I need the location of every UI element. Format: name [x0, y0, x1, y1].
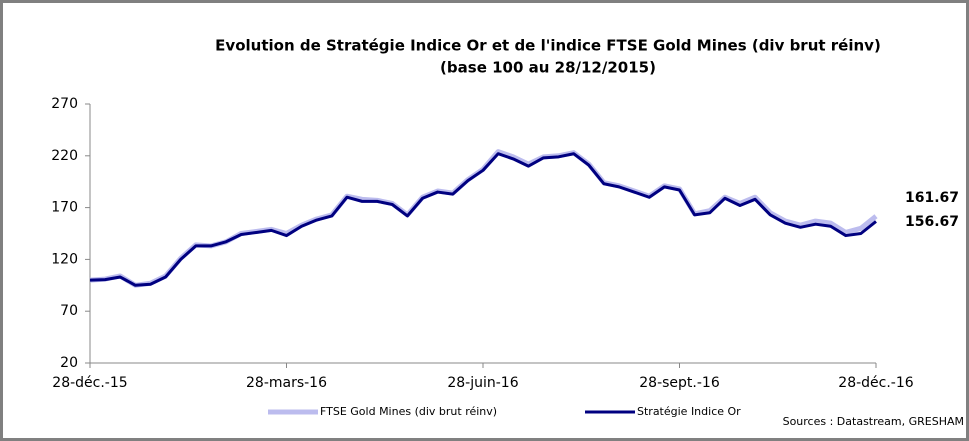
y-tick-label: 220 [51, 148, 78, 164]
series-line [89, 152, 877, 287]
x-tick-label: 28-mars-16 [246, 375, 327, 391]
chart-title: Evolution de Stratégie Indice Or et de l… [215, 37, 881, 55]
y-tick-label: 20 [60, 355, 78, 371]
chart-subtitle: (base 100 au 28/12/2015) [440, 59, 656, 77]
legend-label: FTSE Gold Mines (div brut réinv) [320, 405, 497, 418]
y-tick-label: 70 [60, 303, 78, 319]
x-tick-label: 28-juin-16 [447, 375, 518, 391]
end-label: 156.67 [905, 214, 959, 230]
legend-label: Stratégie Indice Or [637, 405, 741, 418]
source: Sources : Datastream, GRESHAM [783, 415, 964, 428]
x-tick-label: 28-déc.-15 [52, 375, 127, 391]
y-tick-label: 270 [51, 96, 78, 112]
end-label: 161.67 [905, 190, 959, 206]
x-tick-label: 28-sept.-16 [639, 375, 720, 391]
y-tick-label: 120 [51, 251, 78, 267]
y-tick-label: 170 [51, 200, 78, 216]
x-tick-label: 28-déc.-16 [838, 375, 913, 391]
